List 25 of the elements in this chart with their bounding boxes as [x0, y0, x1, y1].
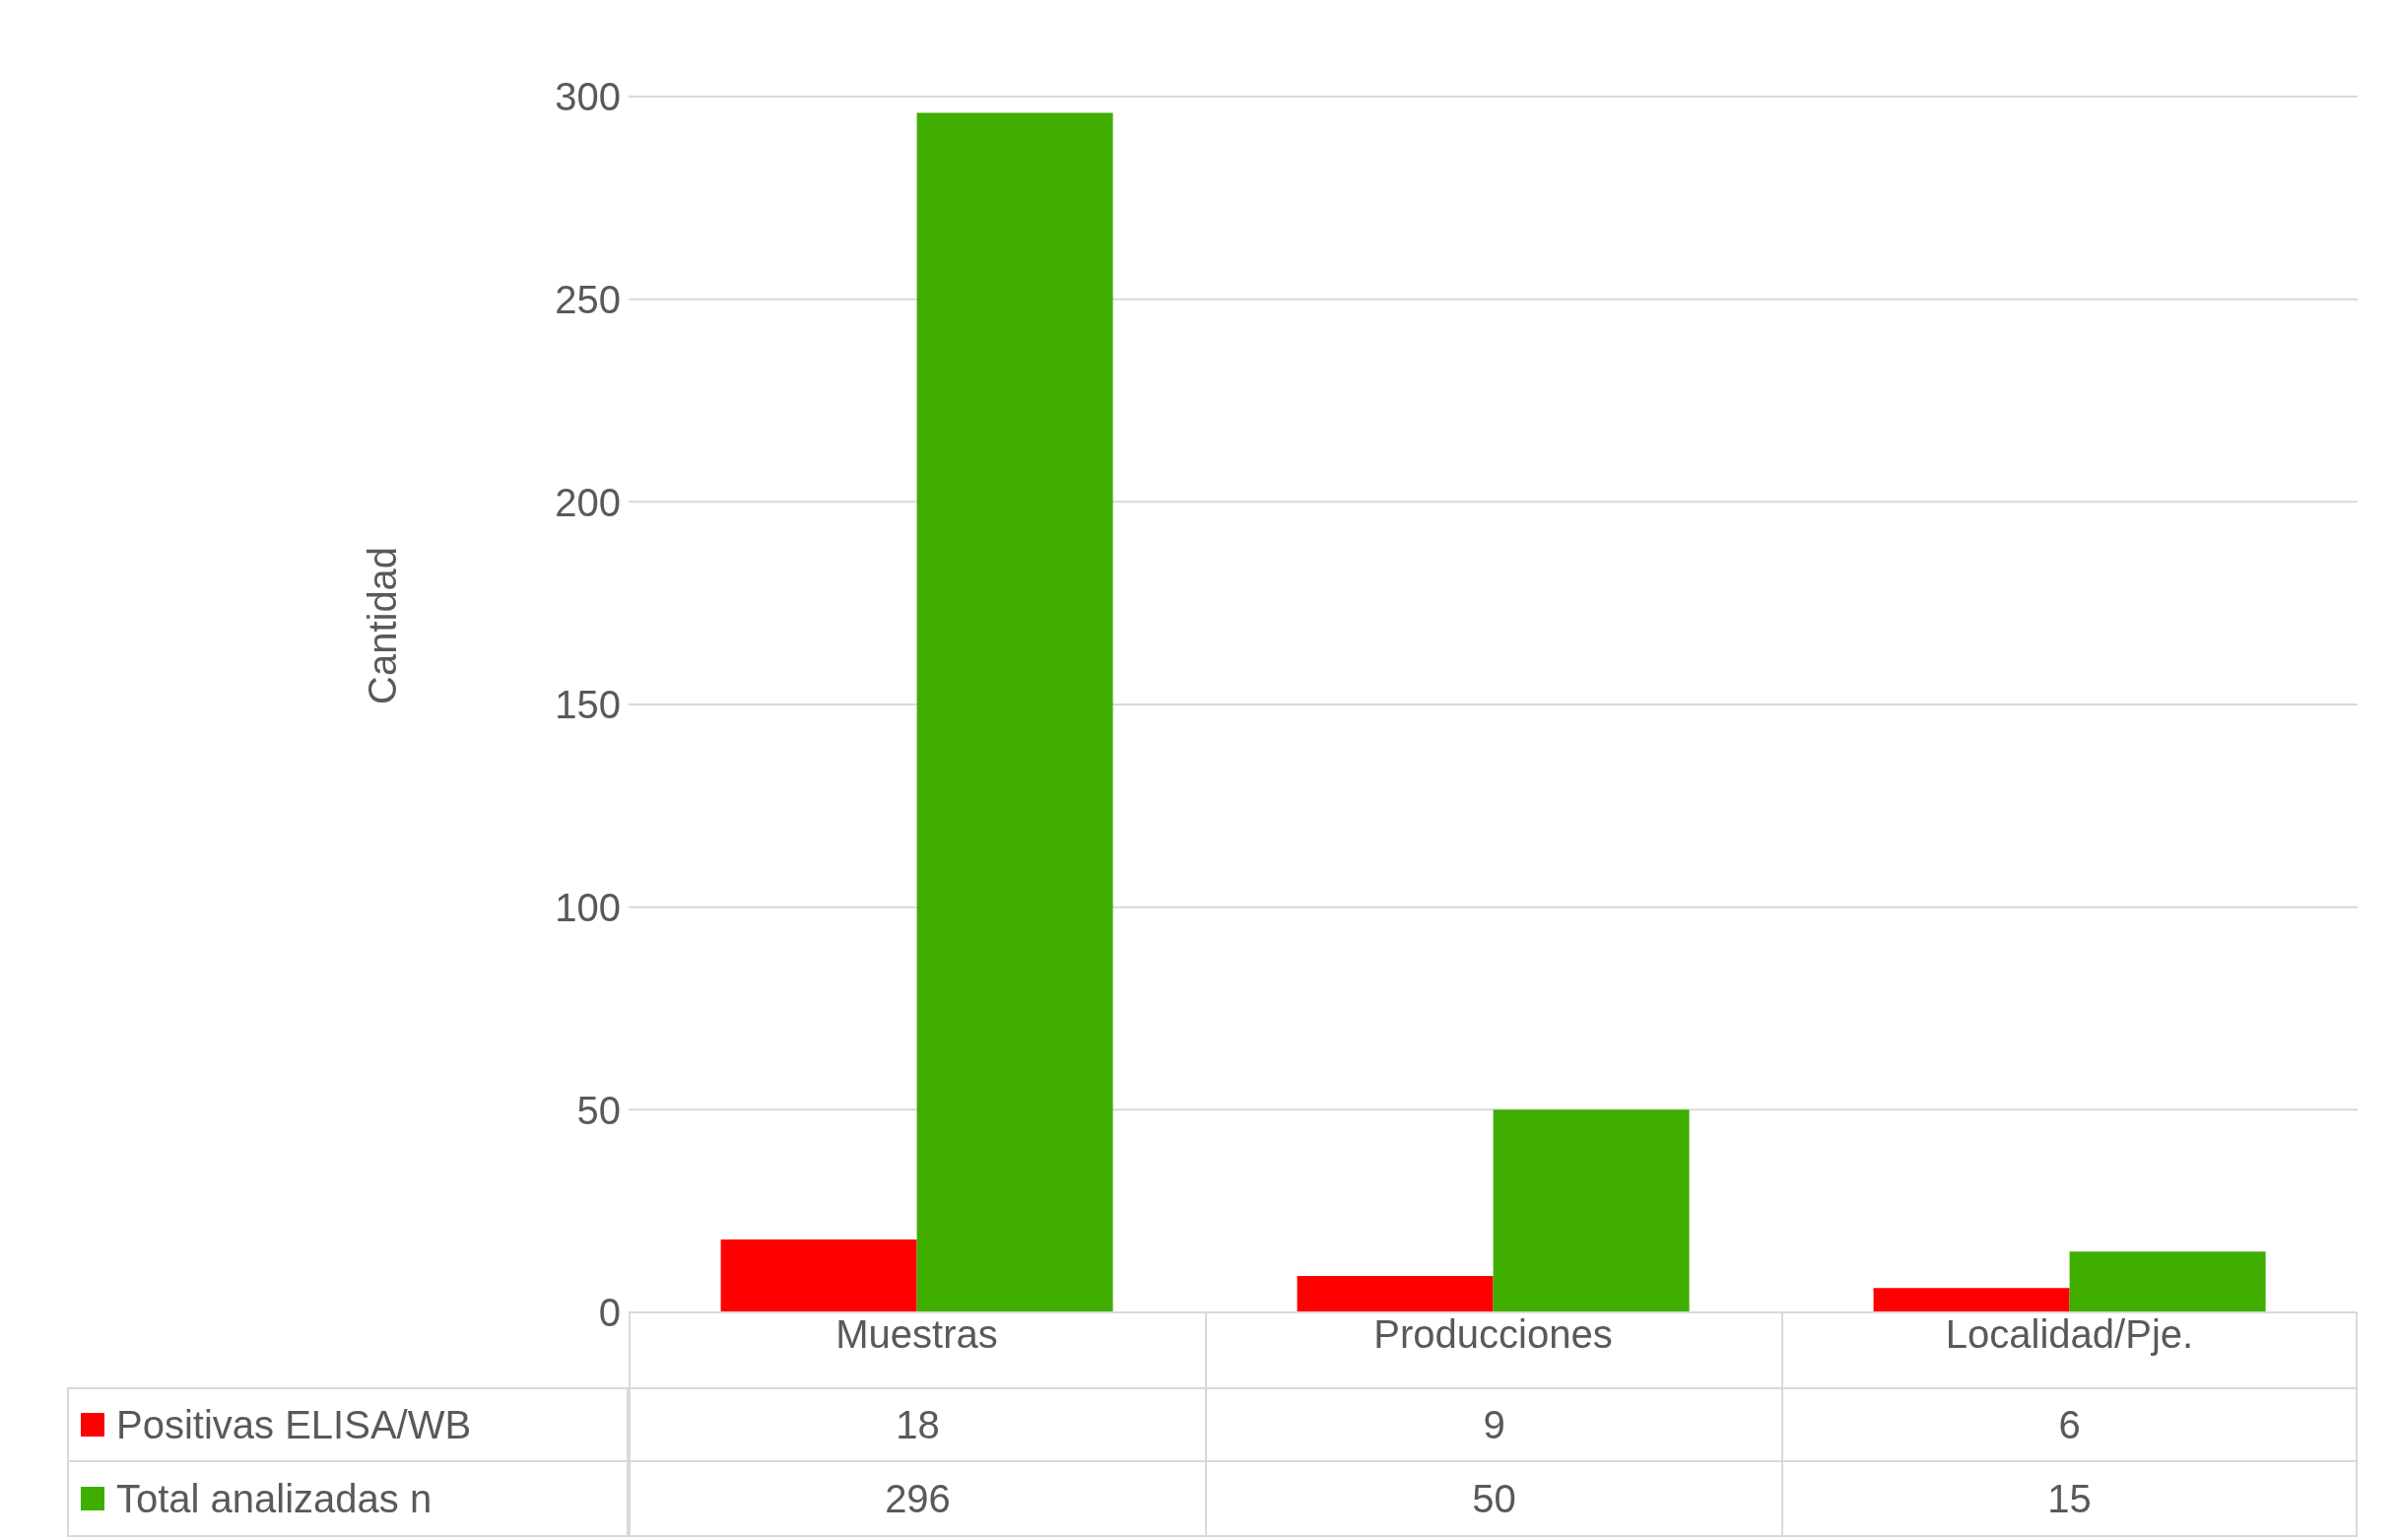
- y-tick-label: 50: [576, 1088, 621, 1132]
- y-tick-label: 200: [555, 480, 621, 524]
- bar: [1297, 1275, 1494, 1312]
- data-label: 15: [1781, 1462, 2358, 1537]
- bar: [720, 1239, 917, 1312]
- bar: [2069, 1251, 2266, 1312]
- y-tick-label: 150: [555, 683, 621, 727]
- bar: [1493, 1109, 1690, 1312]
- x-tick-label: Producciones: [1373, 1312, 1613, 1357]
- bar: [1873, 1288, 2070, 1312]
- data-label: 18: [629, 1387, 1205, 1462]
- x-tick-label: Muestras: [835, 1312, 998, 1357]
- x-tick-label: Localidad/Pje.: [1945, 1312, 2194, 1357]
- y-axis-title: Cantidad: [361, 546, 405, 704]
- legend-label: Total analizadas n: [116, 1476, 433, 1521]
- y-tick-label: 300: [555, 75, 621, 119]
- bar: [916, 112, 1113, 1312]
- y-tick-label: 250: [555, 277, 621, 321]
- data-label: 50: [1205, 1462, 1781, 1537]
- data-label: 9: [1205, 1387, 1781, 1462]
- data-label: 296: [629, 1462, 1205, 1537]
- data-label: 6: [1781, 1387, 2358, 1462]
- y-tick-label: 100: [555, 885, 621, 929]
- legend-label: Positivas ELISA/WB: [116, 1402, 472, 1447]
- y-tick-label: 0: [598, 1291, 621, 1335]
